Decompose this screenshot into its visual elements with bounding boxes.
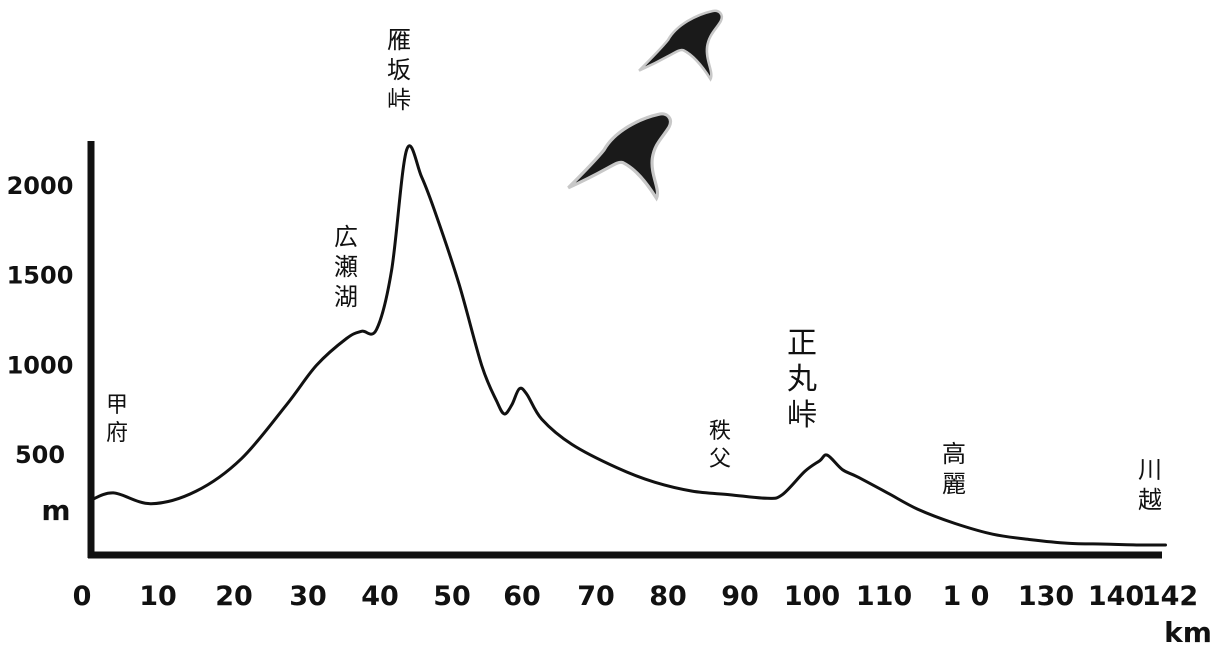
x-tick-label: 110 bbox=[856, 581, 912, 612]
x-axis-label: km bbox=[1164, 616, 1212, 649]
y-tick-label: 2000 bbox=[7, 172, 74, 200]
place-label-char: 高 bbox=[942, 440, 966, 468]
place-label-char: 瀬 bbox=[334, 253, 358, 281]
place-label: 秩父 bbox=[709, 419, 731, 472]
y-axis-label: m bbox=[41, 494, 70, 527]
y-tick-label: 500 bbox=[15, 441, 65, 469]
x-tick-label: 70 bbox=[577, 581, 615, 612]
place-label-char: 川 bbox=[1138, 456, 1162, 484]
y-tick-label: 1500 bbox=[7, 262, 74, 290]
place-label: 川越 bbox=[1138, 456, 1162, 514]
place-label: 甲府 bbox=[106, 393, 128, 446]
x-tick-label: 50 bbox=[433, 581, 471, 612]
x-tick-label: 10 bbox=[139, 581, 177, 612]
x-tick-label: 140 bbox=[1088, 581, 1144, 612]
place-label-char: 峠 bbox=[387, 86, 411, 114]
place-label-char: 坂 bbox=[387, 56, 411, 84]
y-axis-ticks: 500 1000 1500 2000 bbox=[7, 172, 74, 469]
x-tick-label: 142 bbox=[1142, 581, 1198, 612]
x-tick-label: 60 bbox=[503, 581, 541, 612]
x-tick-label: 30 bbox=[289, 581, 327, 612]
place-label-char: 甲 bbox=[106, 393, 128, 418]
x-tick-label: 40 bbox=[361, 581, 399, 612]
elevation-profile-line bbox=[89, 144, 1167, 547]
x-tick-label: 20 bbox=[215, 581, 253, 612]
bird-silhouette bbox=[567, 112, 672, 202]
x-tick-label: 90 bbox=[721, 581, 759, 612]
x-tick-label: 0 bbox=[73, 581, 92, 612]
place-label-char: 父 bbox=[709, 447, 731, 472]
place-label-char: 越 bbox=[1138, 486, 1162, 514]
chart-axes bbox=[87, 141, 1162, 559]
y-tick-label: 1000 bbox=[7, 351, 74, 379]
place-label: 広瀬湖 bbox=[334, 223, 358, 311]
place-label-char: 雁 bbox=[387, 26, 411, 54]
place-label-char: 正 bbox=[787, 326, 817, 361]
place-label-char: 府 bbox=[106, 421, 128, 446]
place-label-char: 丸 bbox=[787, 362, 817, 397]
place-label-char: 秩 bbox=[709, 419, 731, 444]
x-tick-label: 1 0 bbox=[943, 581, 990, 612]
place-label-char: 広 bbox=[334, 223, 358, 251]
x-tick-label: 80 bbox=[649, 581, 687, 612]
bird-silhouette bbox=[638, 9, 724, 82]
birds-decoration bbox=[567, 9, 724, 202]
place-label: 正丸峠 bbox=[787, 326, 817, 433]
place-label-char: 湖 bbox=[334, 283, 358, 311]
x-tick-label: 130 bbox=[1018, 581, 1074, 612]
place-label: 雁坂峠 bbox=[387, 26, 411, 114]
x-tick-label: 100 bbox=[784, 581, 840, 612]
place-label-char: 麗 bbox=[942, 470, 966, 498]
place-label: 高麗 bbox=[942, 440, 966, 498]
place-label-char: 峠 bbox=[787, 398, 817, 433]
